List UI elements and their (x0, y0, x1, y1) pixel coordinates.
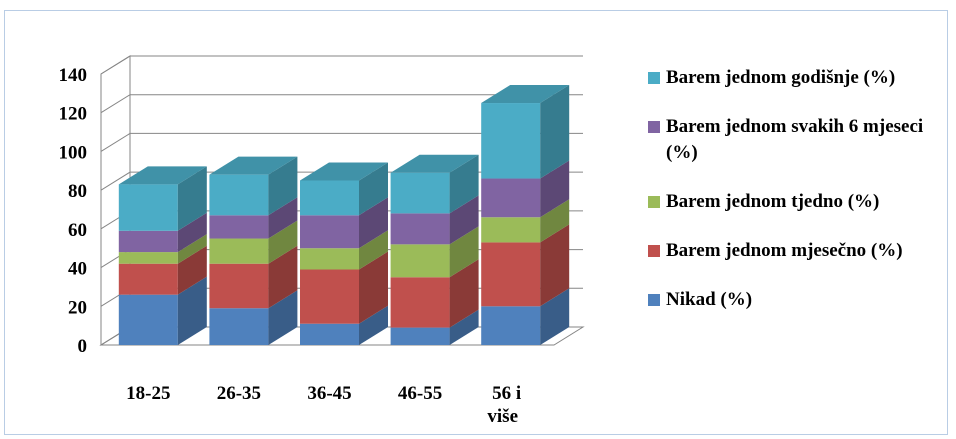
bar-stack-36-45 (300, 162, 388, 345)
bar-segment (300, 180, 359, 216)
legend-item: Nikad (%) (646, 287, 956, 313)
bar-stack-56-i-više (481, 85, 570, 345)
legend-label: Nikad (%) (666, 289, 753, 310)
x-category-label: 46-55 (398, 383, 442, 404)
y-tick-label: 40 (68, 259, 87, 280)
bar-stack-26-35 (209, 156, 298, 345)
legend-swatch (648, 72, 660, 84)
bar-segment-side (177, 212, 207, 253)
bar-segment-side (359, 230, 388, 270)
bar-stack-18-25 (118, 166, 207, 345)
bar-segment (118, 252, 178, 264)
x-category-label: 18-25 (126, 383, 170, 404)
bar-segment (390, 172, 450, 214)
bar-segment-side (449, 309, 479, 345)
legend-swatch (648, 294, 660, 306)
bar-segment-side (540, 199, 570, 243)
bar-segment (300, 248, 359, 270)
bar-segment-side (449, 259, 479, 328)
y-tick-label: 140 (59, 65, 88, 86)
y-tick-label: 60 (68, 220, 87, 241)
bar-segment-side (268, 245, 298, 309)
bar-segment-side (177, 276, 207, 345)
legend-label: Barem jednom godišnje (%) (666, 67, 896, 88)
legend-item: Barem jednom godišnje (%) (646, 65, 956, 91)
bars (118, 85, 570, 345)
bar-top-face (481, 85, 570, 104)
bar-segment-side (359, 197, 388, 249)
bar-segment-side (359, 251, 388, 324)
bar-segment (209, 215, 269, 239)
legend-item: Barem jednom svakih 6 mjeseci (%) (646, 114, 956, 166)
bar-segment (481, 103, 541, 179)
legend-label: Barem jednom svakih 6 mjeseci (%) (666, 116, 924, 163)
bar-segment-side (268, 156, 298, 216)
bar-segment (300, 269, 359, 324)
legend-label: Barem jednom mjesečno (%) (666, 240, 903, 261)
bar-segment (300, 215, 359, 249)
y-tick-label: 0 (78, 336, 88, 357)
bar-segment-side (540, 288, 570, 345)
bar-segment (300, 323, 359, 345)
bar-segment-side (268, 220, 298, 264)
bar-segment-side (359, 162, 388, 216)
legend-swatch (648, 196, 660, 208)
bar-segment (209, 238, 269, 264)
bar-top-face (209, 156, 298, 175)
bar-segment (209, 174, 269, 216)
y-tick-label: 100 (59, 142, 88, 163)
bar-top-face (118, 166, 207, 185)
bar-segment (209, 263, 269, 309)
x-category-label: 56 i više (487, 383, 521, 427)
legend-item: Barem jednom tjedno (%) (646, 189, 956, 215)
bar-stack-46-55 (390, 154, 479, 345)
legend-swatch (648, 245, 660, 257)
legend-swatch (648, 121, 660, 133)
bar-segment (118, 230, 178, 253)
bar-segment-side (177, 166, 207, 231)
y-tick-label: 120 (59, 104, 88, 125)
stacked-3d-bar-chart: 0 20 40 60 80 100 120 140 18-25 26-35 36-45 46-55 5… (59, 55, 585, 427)
bar-segment (390, 244, 450, 278)
bar-segment (390, 277, 450, 328)
bar-segment (118, 294, 178, 345)
gridline (100, 55, 583, 75)
bar-top-face (300, 162, 388, 181)
bar-segment (481, 242, 541, 307)
bar-segment-side (268, 290, 298, 345)
bar-segment-side (177, 245, 207, 295)
chart-frame: 0 20 40 60 80 100 120 140 18-25 26-35 36-45 46-55 5… (4, 10, 948, 435)
legend-item: Barem jednom mjesečno (%) (646, 238, 956, 264)
bar-segment (118, 263, 178, 295)
y-tick-label: 20 (68, 297, 87, 318)
bar-segment (390, 213, 450, 245)
bar-segment (118, 184, 178, 231)
bar-segment-side (540, 160, 570, 218)
y-axis-tick-labels: 0 20 40 60 80 100 120 140 (59, 65, 88, 357)
bar-segment-side (359, 305, 388, 345)
legend: Barem jednom godišnje (%) Barem jednom sv… (646, 65, 956, 336)
bar-segment (390, 327, 450, 345)
bar-segment-side (449, 195, 479, 245)
bar-segment-side (268, 197, 298, 239)
bar-segment-side (449, 154, 479, 214)
bar-segment (481, 306, 541, 345)
bar-segment-side (540, 85, 570, 179)
bar-segment-side (540, 224, 570, 307)
gridline (100, 132, 583, 152)
y-tick-label: 80 (68, 181, 87, 202)
bar-segment-side (449, 226, 479, 278)
x-category-label: 36-45 (307, 383, 351, 404)
x-category-label: 26-35 (217, 383, 261, 404)
x-axis-category-labels: 18-25 26-35 36-45 46-55 56 i više (126, 383, 521, 427)
bar-top-face (390, 154, 479, 173)
bar-segment (481, 217, 541, 243)
bar-segment (209, 308, 269, 345)
gridline (100, 94, 583, 114)
bar-segment-side (177, 234, 207, 264)
bar-segment (481, 178, 541, 218)
legend-label: Barem jednom tjedno (%) (666, 191, 880, 212)
